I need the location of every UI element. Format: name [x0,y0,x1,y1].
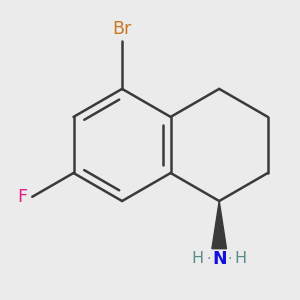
Text: N: N [212,250,226,268]
Text: ·: · [227,252,232,266]
Polygon shape [212,201,226,249]
Text: H: H [192,251,204,266]
Text: F: F [18,188,28,206]
Text: Br: Br [112,20,132,38]
Text: ·: · [207,252,211,266]
Text: H: H [235,251,247,266]
